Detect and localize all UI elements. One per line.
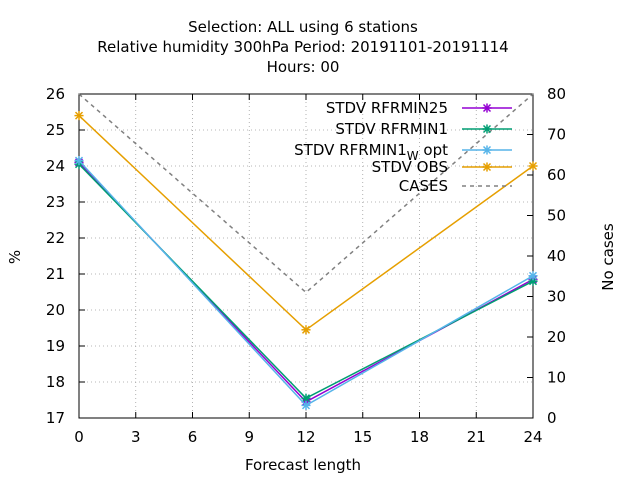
y2-tick-label: 20 — [547, 328, 566, 346]
legend-entry: CASES — [399, 177, 512, 195]
series-line — [78, 163, 534, 400]
y-axis-label: % — [6, 250, 24, 264]
y-tick-label: 21 — [46, 265, 65, 283]
x-tick-label: 0 — [74, 428, 84, 446]
series-3 — [74, 111, 538, 335]
y2-tick-label: 60 — [547, 166, 566, 184]
series-2 — [74, 156, 538, 410]
legend-entry: STDV RFRMIN1W opt — [294, 141, 512, 163]
y2-tick-label: 30 — [547, 288, 566, 306]
legend: STDV RFRMIN25 STDV RFRMIN1 STDV RFRMIN1W o… — [294, 99, 512, 195]
legend-label: STDV RFRMIN1 — [335, 120, 448, 138]
legend-entry: STDV RFRMIN25 — [326, 99, 512, 117]
legend-label: STDV RFRMIN25 — [326, 99, 448, 117]
legend-label: STDV OBS — [372, 158, 448, 176]
x-tick-label: 9 — [244, 428, 254, 446]
data-point — [74, 111, 84, 121]
x-tick-label: 24 — [523, 428, 542, 446]
legend-marker — [482, 162, 492, 172]
x-tick-label: 3 — [131, 428, 141, 446]
y-tick-label: 19 — [46, 337, 65, 355]
x-tick-label: 15 — [353, 428, 372, 446]
title-line-1: Selection: ALL using 6 stations — [188, 18, 418, 36]
y-tick-label: 22 — [46, 229, 65, 247]
x-tick-label: 18 — [410, 428, 429, 446]
legend-label: STDV RFRMIN1W opt — [294, 141, 448, 163]
data-point — [528, 161, 538, 171]
x-tick-label: 12 — [296, 428, 315, 446]
title-line-2: Relative humidity 300hPa Period: 2019110… — [97, 38, 508, 56]
legend-entry: STDV RFRMIN1 — [335, 120, 512, 138]
y2-axis-label: No cases — [599, 223, 617, 291]
y-tick-label: 17 — [46, 409, 65, 427]
y-tick-label: 20 — [46, 301, 65, 319]
y2-tick-label: 40 — [547, 247, 566, 265]
y2-tick-label: 80 — [547, 85, 566, 103]
legend-label: CASES — [399, 177, 448, 195]
x-tick-label: 6 — [188, 428, 198, 446]
x-tick-label: 21 — [467, 428, 486, 446]
legend-marker — [482, 124, 492, 134]
legend-marker — [482, 145, 492, 155]
data-point — [74, 156, 84, 166]
y2-tick-label: 50 — [547, 207, 566, 225]
y-tick-label: 23 — [46, 193, 65, 211]
legend-entry: STDV OBS — [372, 158, 512, 176]
axis-ticks: 0 3 6 9 12 15 18 21 24 17 18 19 20 21 22 23 24 25 26 0 10 20 3… — [46, 85, 566, 446]
chart-title: Selection: ALL using 6 stations Relative… — [97, 18, 508, 76]
y-tick-label: 25 — [46, 121, 65, 139]
data-point — [301, 400, 311, 410]
y2-tick-label: 0 — [547, 409, 557, 427]
legend-marker — [482, 103, 492, 113]
data-point — [528, 271, 538, 281]
title-line-3: Hours: 00 — [267, 58, 340, 76]
y-tick-label: 26 — [46, 85, 65, 103]
x-axis-label: Forecast length — [245, 456, 361, 474]
data-point — [301, 325, 311, 335]
y2-tick-label: 10 — [547, 369, 566, 387]
series-layer — [74, 93, 538, 410]
y-tick-label: 18 — [46, 373, 65, 391]
y-tick-label: 24 — [46, 157, 65, 175]
y2-tick-label: 70 — [547, 126, 566, 144]
